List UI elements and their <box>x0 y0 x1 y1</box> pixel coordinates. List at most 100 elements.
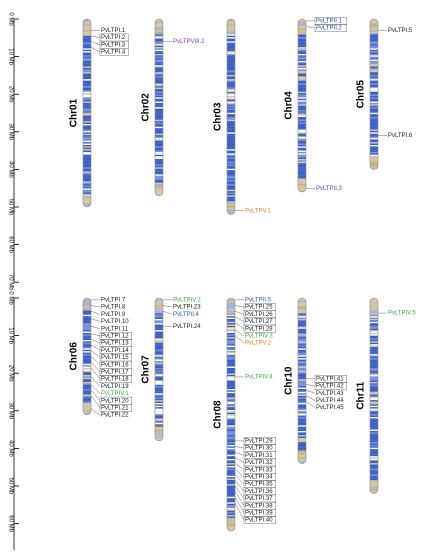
chromosome-band <box>370 55 378 57</box>
chromosome-band <box>83 375 91 377</box>
chromosome-band <box>370 105 378 108</box>
chromosome-band <box>298 160 306 162</box>
chromosome-band <box>227 481 235 483</box>
chromosome-band <box>370 66 378 68</box>
chromosome-band <box>227 38 235 40</box>
chromosome-band <box>227 212 235 214</box>
chromosome-band <box>298 72 306 74</box>
chromosome-band <box>83 316 91 318</box>
chromosome-band <box>155 90 163 92</box>
chromosome-band <box>298 442 306 444</box>
chromosome-band <box>83 119 91 122</box>
chromosome-band <box>227 408 235 410</box>
gene-box <box>314 382 347 390</box>
chromosome-band <box>227 205 235 207</box>
scale-tick-label: 10 Mb <box>7 48 13 65</box>
chromosome-band <box>155 397 163 399</box>
chromosome-band <box>83 393 91 395</box>
chromosome-band <box>298 41 306 43</box>
chromosome-band <box>227 320 235 322</box>
chromosome-band <box>298 185 306 187</box>
chromosome-band <box>227 456 235 458</box>
chromosome-band <box>227 459 235 461</box>
chromosome-band <box>227 450 235 452</box>
chromosome-band <box>227 178 235 180</box>
chromosome-band <box>227 359 235 361</box>
chromosome-band <box>298 321 306 324</box>
chromosome-band <box>298 354 306 356</box>
chromosome-band <box>155 129 163 131</box>
gene-label: PvLTPI.13 <box>101 341 129 347</box>
chromosome-band <box>227 509 235 511</box>
chromosome-band <box>155 182 163 185</box>
chromosome-outline <box>297 297 307 464</box>
chromosome-band <box>227 505 235 507</box>
chromosome-band <box>227 404 235 406</box>
chromosome-band <box>155 26 163 28</box>
chromosome-band <box>83 363 91 366</box>
chromosome-band <box>370 40 378 42</box>
gene-connector <box>90 408 101 416</box>
chromosome-band <box>370 83 378 85</box>
chromosome-band <box>298 435 306 437</box>
chromosome-band <box>83 359 91 361</box>
chromosome-band <box>370 132 378 134</box>
chromosome-band <box>155 407 163 409</box>
chromosome-band <box>155 327 163 329</box>
chromosome-band <box>155 405 163 408</box>
chromosome-band <box>298 65 306 67</box>
chromosome-band <box>370 330 378 332</box>
gene-connector <box>90 318 101 322</box>
gene-label: PvLTPI.29 <box>245 438 273 444</box>
chromosome-band <box>83 49 91 52</box>
chromosome-band <box>227 310 235 312</box>
chromosome-band <box>83 335 91 338</box>
chromosome-band <box>370 368 378 370</box>
chromosome-band <box>370 98 378 101</box>
gene-connector <box>90 384 101 394</box>
chromosome-band <box>227 166 235 168</box>
gene-label: PvLTPI.23 <box>173 305 201 311</box>
chromosome-outline <box>82 18 92 208</box>
chromosome-band <box>298 79 306 81</box>
chromosome-band <box>370 21 378 24</box>
chromosome-band <box>83 140 91 143</box>
chromosome-band <box>155 412 163 415</box>
chromosome-band <box>155 107 163 109</box>
chromosome-band <box>227 366 235 368</box>
chromosome-band <box>227 114 235 116</box>
chromosome-band <box>227 517 235 520</box>
chromosome-band <box>370 164 378 166</box>
chromosome-band <box>227 26 235 28</box>
chromosome-band <box>227 474 235 476</box>
chromosome-band <box>227 414 235 416</box>
chromosome-band <box>370 307 378 310</box>
chromosome-band <box>298 310 306 312</box>
chromosome-band <box>155 181 163 183</box>
chromosome-band <box>227 415 235 417</box>
chromosome-band <box>83 187 91 189</box>
gene-label: PvLTPI.22 <box>101 413 129 419</box>
chromosome-band <box>370 489 378 492</box>
chromosome-band <box>83 45 91 47</box>
chromosome-band <box>298 433 306 436</box>
chromosome-band <box>83 90 91 92</box>
chromosome-band <box>155 159 163 161</box>
gene-label: PvLTPIV.2 <box>173 297 201 303</box>
scale-tick-label: 50 Mb <box>7 199 13 216</box>
chromosome-band <box>370 383 378 385</box>
chromosome-band <box>370 397 378 399</box>
chromosome-band <box>155 111 163 113</box>
chromosome-band <box>298 150 306 152</box>
chromosome-band <box>83 154 91 157</box>
chromosome-band <box>155 175 163 178</box>
chromosome-band <box>83 340 91 342</box>
chromosome-band <box>83 114 91 116</box>
chromosome-band <box>83 170 91 172</box>
scale-tick-label: 50 Mb <box>7 478 13 495</box>
chromosome-band <box>298 105 306 108</box>
chromosome-band <box>83 48 91 50</box>
chromosome-band <box>155 140 163 143</box>
chromosome-band <box>83 403 91 405</box>
chromosome-band <box>155 128 163 130</box>
